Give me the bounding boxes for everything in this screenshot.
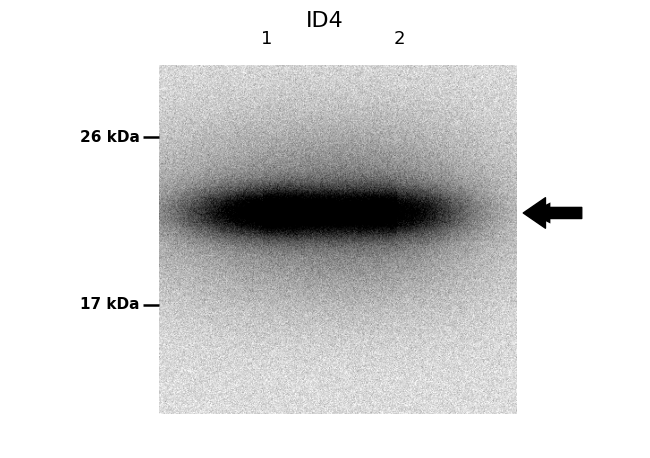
Text: 1: 1 — [261, 30, 272, 48]
Text: 26 kDa: 26 kDa — [80, 130, 140, 145]
Text: ID4: ID4 — [306, 11, 344, 32]
Text: 2: 2 — [394, 30, 406, 48]
Text: 17 kDa: 17 kDa — [80, 297, 140, 312]
